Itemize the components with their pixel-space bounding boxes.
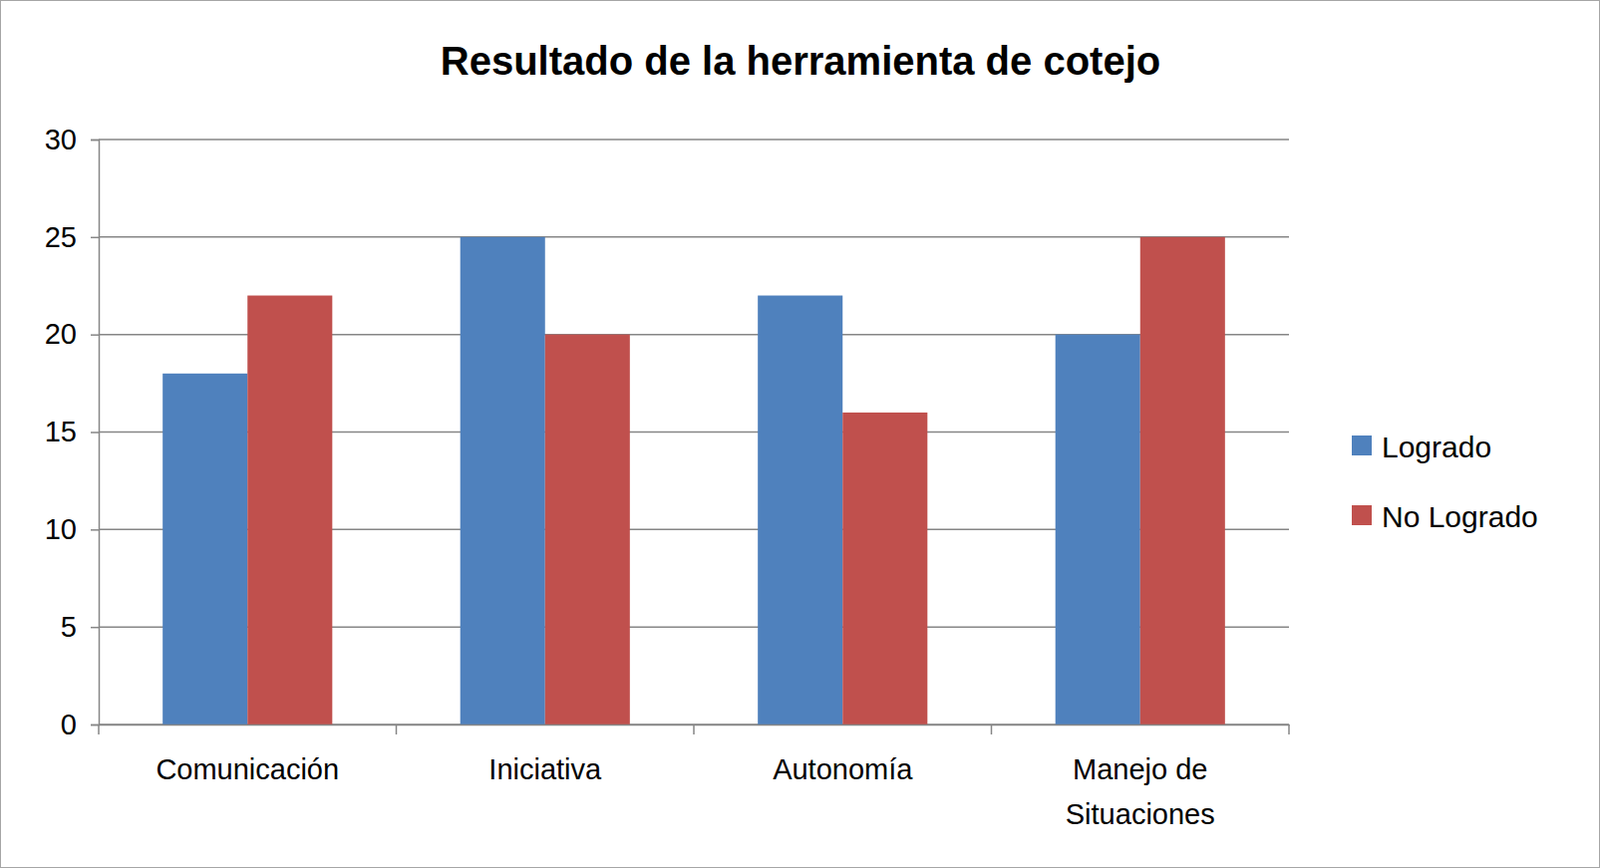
x-boundary-tick [990, 724, 993, 735]
x-boundary-ticks [98, 724, 1289, 735]
bar [460, 237, 546, 725]
x-tick: Autonomía [772, 724, 914, 786]
bar [545, 334, 631, 725]
y-tick-mark [90, 237, 99, 240]
y-axis: 0 5 10 15 20 25 30 [44, 123, 100, 741]
x-tick-label: Comunicación [155, 753, 339, 786]
grid-line [98, 236, 1289, 239]
y-tick: 15 [44, 415, 99, 448]
legend-entry: Logrado [1351, 430, 1492, 464]
legend-swatch [1351, 435, 1372, 456]
y-tick-mark [90, 724, 99, 727]
y-tick-mark [90, 627, 99, 630]
y-tick-label: 25 [44, 221, 77, 254]
y-tick-label: 15 [44, 415, 77, 448]
y-tick: 10 [44, 513, 99, 546]
y-tick-mark [90, 333, 99, 336]
x-boundary-tick [97, 724, 100, 735]
chart: 0 5 10 15 20 25 30 Comunicación Iniciativa Autono… [0, 0, 1600, 868]
bar [247, 296, 332, 725]
x-tick-label: Autonomía [772, 753, 914, 786]
bar [757, 296, 843, 725]
y-tick-label: 0 [60, 708, 77, 741]
x-boundary-tick [692, 724, 695, 735]
x-tick: Manejo deSituaciones [1065, 724, 1216, 831]
y-tick-label: 5 [60, 611, 77, 643]
x-tick: Comunicación [155, 724, 339, 786]
y-tick: 30 [44, 123, 99, 156]
x-tick-label: Iniciativa [488, 753, 603, 786]
y-axis-line [90, 140, 100, 726]
y-tick: 20 [44, 318, 99, 350]
bar-series [247, 237, 1226, 725]
grid [98, 139, 1289, 725]
legend-label: No Logrado [1381, 500, 1539, 534]
bars [162, 237, 1226, 725]
bar [1140, 237, 1226, 725]
y-tick-mark [90, 529, 99, 532]
x-boundary-tick [1287, 724, 1290, 735]
y-tick: 0 [60, 708, 99, 741]
bar-series [162, 237, 1141, 725]
x-axis: Comunicación Iniciativa Autonomía Manejo de… [98, 724, 1290, 831]
grid-line [98, 138, 1289, 141]
bar [162, 373, 248, 725]
bar [842, 412, 928, 725]
chart-frame [0, 0, 1600, 868]
y-tick-label: 20 [44, 318, 77, 350]
title: Resultado de la herramienta de cotejo [440, 38, 1161, 83]
x-tick-label: Manejo deSituaciones [1065, 753, 1216, 831]
plot-area: 0 5 10 15 20 25 30 Comunicación Iniciativa Autono… [44, 123, 1290, 831]
bar [1055, 334, 1141, 725]
y-tick-mark [90, 431, 99, 434]
x-tick: Iniciativa [488, 724, 603, 786]
legend: Logrado No Logrado [1351, 430, 1539, 534]
y-tick: 5 [60, 611, 99, 643]
y-tick-mark [90, 139, 99, 142]
legend-entry: No Logrado [1351, 500, 1539, 534]
legend-swatch [1351, 505, 1372, 526]
y-tick: 25 [44, 221, 99, 254]
y-tick-label: 30 [44, 123, 77, 156]
x-boundary-tick [395, 724, 398, 735]
y-tick-label: 10 [44, 513, 77, 546]
legend-label: Logrado [1381, 430, 1492, 464]
